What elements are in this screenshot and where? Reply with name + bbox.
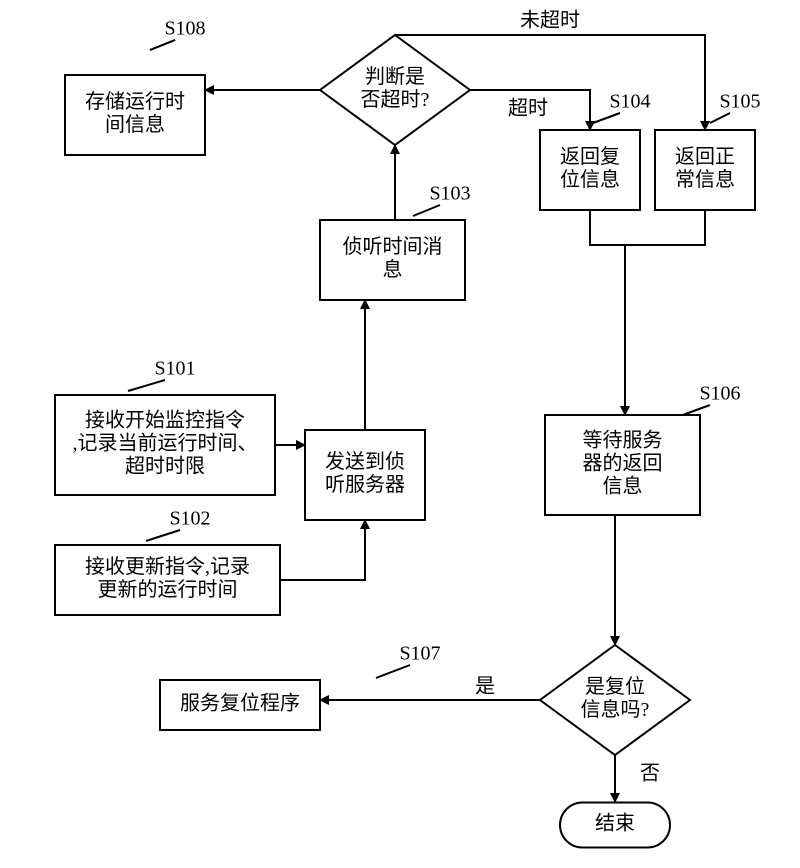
svg-text:返回复: 返回复: [560, 145, 620, 168]
s107-tag: S107: [399, 643, 440, 665]
svg-text:判断是: 判断是: [365, 65, 425, 88]
s105-tag: S105: [719, 91, 760, 113]
svg-text:息: 息: [383, 258, 403, 281]
svg-text:,记录当前运行时间、: ,记录当前运行时间、: [73, 432, 258, 455]
svg-text:未超时: 未超时: [520, 9, 580, 32]
s106-tag: S106: [699, 383, 740, 405]
svg-text:否: 否: [640, 763, 660, 785]
svg-text:接收更新指令,记录: 接收更新指令,记录: [85, 555, 250, 578]
svg-text:侦听时间消: 侦听时间消: [343, 235, 443, 258]
svg-text:器的返回: 器的返回: [583, 452, 663, 475]
svg-text:等待服务: 等待服务: [583, 429, 663, 452]
svg-text:常信息: 常信息: [675, 168, 735, 191]
svg-text:接收开始监控指令: 接收开始监控指令: [85, 409, 245, 432]
svg-text:位信息: 位信息: [560, 168, 620, 191]
svg-text:超时时限: 超时时限: [125, 455, 205, 478]
svg-text:是复位: 是复位: [585, 675, 645, 698]
s102-tag: S102: [169, 508, 210, 530]
s101-tag: S101: [154, 358, 195, 380]
svg-text:结束: 结束: [595, 812, 635, 835]
svg-text:间信息: 间信息: [105, 113, 165, 136]
svg-text:听服务器: 听服务器: [325, 473, 405, 496]
svg-text:超时: 超时: [508, 97, 548, 120]
s108-tag: S108: [164, 18, 205, 40]
svg-text:更新的运行时间: 更新的运行时间: [98, 578, 238, 601]
s104-tag: S104: [609, 91, 650, 113]
svg-text:信息: 信息: [603, 475, 643, 498]
svg-text:否超时?: 否超时?: [361, 88, 430, 111]
s103_box-tag: S103: [429, 183, 470, 205]
svg-text:是: 是: [475, 676, 495, 698]
svg-text:信息吗?: 信息吗?: [581, 698, 650, 721]
svg-text:服务复位程序: 服务复位程序: [180, 692, 300, 715]
svg-text:存储运行时: 存储运行时: [85, 90, 185, 113]
svg-text:发送到侦: 发送到侦: [325, 450, 405, 473]
svg-text:返回正: 返回正: [675, 145, 735, 168]
